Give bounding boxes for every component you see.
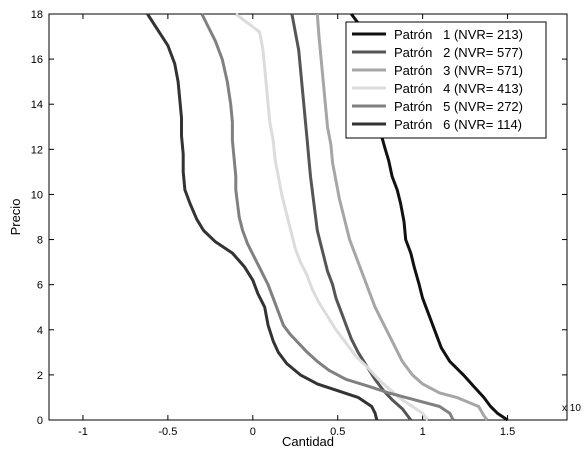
- x-exponent-label: x 10: [562, 403, 581, 414]
- y-axis-label: Precio: [8, 199, 23, 236]
- series-line-3: [315, 13, 489, 421]
- y-tick-label: 8: [37, 235, 43, 247]
- legend: Patrón 1 (NVR= 213) Patrón 2 (NVR= 577) Pa…: [345, 21, 547, 139]
- y-tick-label: 16: [31, 54, 43, 66]
- y-tick-label: 6: [37, 280, 43, 292]
- y-tick-label: 14: [31, 99, 43, 111]
- legend-entry: Patrón 4 (NVR= 413): [394, 81, 523, 96]
- y-tick-label: 4: [37, 325, 43, 337]
- y-tick-label: 10: [31, 189, 43, 201]
- y-tick-label: 12: [31, 144, 43, 156]
- x-tick-label: -0.5: [158, 426, 177, 438]
- x-axis-label: Cantidad: [282, 434, 334, 449]
- x-tick-label: -1: [78, 426, 88, 438]
- series-line-4: [234, 12, 429, 421]
- y-tick-label: 2: [37, 370, 43, 382]
- x-tick-label: 1: [420, 426, 426, 438]
- axis-ticks: -1 -0.5 0 0.5 1 1.5 0 2 4 6 8 10 12 14 16 18: [31, 9, 567, 438]
- series-lines: [146, 12, 509, 422]
- x-tick-label: 1.5: [500, 426, 515, 438]
- legend-entry: Patrón 1 (NVR= 213): [394, 27, 523, 42]
- legend-entry: Patrón 6 (NVR= 114): [394, 117, 522, 132]
- x-tick-label: 0.5: [330, 426, 345, 438]
- y-tick-label: 0: [37, 415, 43, 427]
- x-tick-label: 0: [250, 426, 256, 438]
- series-line-2: [290, 13, 412, 421]
- legend-entry: Patrón 3 (NVR= 571): [394, 63, 523, 78]
- y-tick-label: 18: [31, 9, 43, 21]
- series-line-5: [200, 13, 455, 421]
- legend-entry: Patrón 5 (NVR= 272): [394, 99, 523, 114]
- legend-entry: Patrón 2 (NVR= 577): [394, 45, 523, 60]
- series-line-6: [146, 13, 379, 421]
- legend-box: [345, 21, 547, 139]
